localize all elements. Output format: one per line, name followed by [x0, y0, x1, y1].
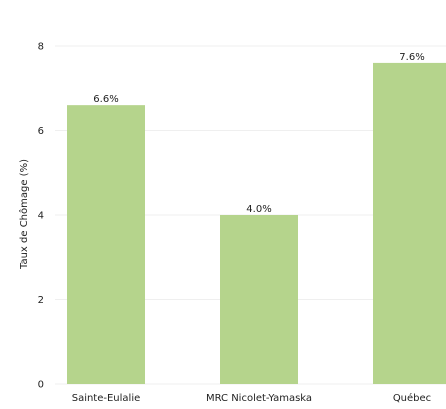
- y-tick-label: 0: [38, 380, 44, 391]
- bar-value-label: 6.6%: [93, 94, 118, 105]
- bar: [373, 63, 446, 384]
- x-axis-ticks: Sainte-Eulalie MRC Nicolet-Yamaska Québec: [72, 392, 431, 404]
- y-tick-label: 8: [38, 42, 44, 53]
- bars: [67, 63, 446, 384]
- y-tick-label: 4: [38, 211, 44, 222]
- x-category-label: MRC Nicolet-Yamaska: [206, 393, 312, 404]
- x-category-label: Sainte-Eulalie: [72, 393, 141, 404]
- y-tick-label: 2: [38, 295, 44, 306]
- bar: [220, 215, 298, 384]
- y-tick-label: 6: [38, 126, 44, 137]
- bar: [67, 105, 145, 384]
- bar-value-label: 7.6%: [399, 52, 424, 63]
- bar-value-label: 4.0%: [246, 204, 271, 215]
- y-axis-title: Taux de Chômage (%): [18, 159, 30, 270]
- y-axis-ticks: 0 2 4 6 8: [38, 42, 44, 391]
- x-category-label: Québec: [393, 392, 431, 404]
